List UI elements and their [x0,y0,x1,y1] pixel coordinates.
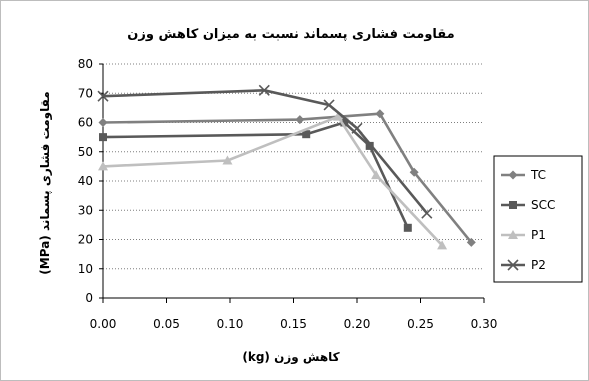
x-tick-label: 0.20 [344,317,371,331]
y-tick-label: 80 [78,57,93,71]
x-tick-label: 0.00 [90,317,117,331]
data-point-scc [365,141,374,150]
x-marker-stroke [351,122,363,134]
data-point-tc [98,118,108,127]
legend: TC SCC P1 P2 [493,155,583,283]
data-point-p2 [421,207,433,219]
x-tick-label: 0.15 [280,317,307,331]
data-point-scc [340,118,349,127]
y-tick-label: 60 [78,116,93,130]
data-point-p1 [437,240,448,250]
x-marker-stroke [97,90,109,102]
x-tick-label: 0.10 [217,317,244,331]
y-axis-label: مقاومت فشاری پسماند (MPa) [38,91,53,274]
legend-entry-tc: TC [501,168,546,182]
series-p2 [97,84,433,219]
y-tick-label: 50 [78,145,93,159]
data-point-tc [409,167,419,177]
series-line-tc [102,112,473,244]
data-point-p1 [371,170,382,180]
x-marker-stroke [507,259,519,271]
series-lines [97,84,476,250]
data-point-tc [375,109,385,119]
legend-entry-p2: P2 [501,258,546,272]
data-point-p1 [98,161,108,171]
series-p1 [98,111,448,250]
legend-entry-p1: P1 [501,228,546,242]
y-tick-label: 40 [78,174,93,188]
x-axis-label: کاهش وزن (kg) [242,350,339,365]
legend-label: TC [530,168,546,182]
y-tick-label: 30 [78,203,93,217]
data-point-scc [403,223,412,232]
x-tick-label: 0.25 [407,317,434,331]
chart-title: مقاومت فشاری پسماند نسبت به میزان کاهش و… [127,27,454,42]
legend-label: P2 [531,258,546,272]
series-line-scc [102,121,409,229]
data-point-tc [295,115,305,125]
series-scc [99,118,412,232]
legend-marker [508,170,518,180]
data-point-scc [302,130,311,139]
legend-marker [507,259,519,271]
data-point-p2 [97,90,109,102]
legend-label: P1 [531,228,546,242]
data-point-tc [466,237,476,247]
y-tick-label: 70 [78,86,93,100]
x-tick-labels: 0.00 0.05 0.10 0.15 0.20 0.25 0.30 [90,317,498,331]
x-marker-stroke [323,99,335,111]
data-point-p2 [351,122,363,134]
legend-marker [508,230,518,239]
y-tick-label: 10 [78,262,93,276]
data-point-p1 [332,111,343,121]
data-point-p2 [258,84,270,96]
axes [99,63,485,303]
x-tick-label: 0.30 [471,317,498,331]
x-marker-stroke [421,207,433,219]
legend-label: SCC [531,198,555,212]
x-tick-label: 0.05 [153,317,180,331]
y-tick-labels: 0 10 20 30 40 50 60 70 80 [78,57,93,305]
series-tc [98,109,476,247]
data-point-p2 [323,99,335,111]
data-point-p1 [222,155,233,165]
y-tick-label: 0 [85,291,93,305]
legend-marker [509,201,517,209]
x-marker-stroke [258,84,270,96]
data-point-scc [99,133,107,142]
y-tick-label: 20 [78,233,93,247]
legend-entry-scc: SCC [501,198,555,212]
